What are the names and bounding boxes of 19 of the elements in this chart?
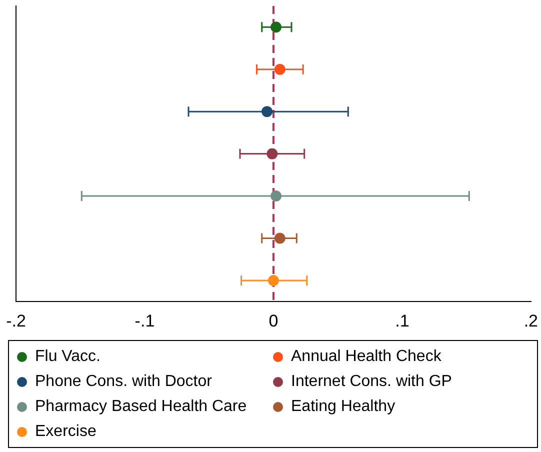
x-tick-label: .1 — [395, 311, 410, 330]
legend-label: Flu Vacc. — [35, 348, 100, 366]
legend-label: Eating Healthy — [291, 398, 396, 416]
point — [274, 64, 286, 75]
legend-label: Internet Cons. with GP — [291, 372, 452, 390]
point — [274, 232, 286, 244]
legend-label: Phone Cons. with Doctor — [35, 372, 212, 390]
x-tick-label: -.2 — [6, 311, 26, 330]
point — [270, 190, 282, 202]
x-tick-label: .2 — [524, 311, 538, 330]
x-tick-label: 0 — [268, 311, 278, 330]
point — [270, 22, 282, 33]
point — [268, 274, 279, 286]
legend-label: Exercise — [35, 422, 96, 440]
legend-label: Annual Health Check — [291, 348, 442, 366]
legend-label: Pharmacy Based Health Care — [35, 398, 247, 416]
point — [266, 148, 278, 160]
point — [262, 106, 273, 118]
x-tick-label: -.1 — [134, 311, 155, 330]
